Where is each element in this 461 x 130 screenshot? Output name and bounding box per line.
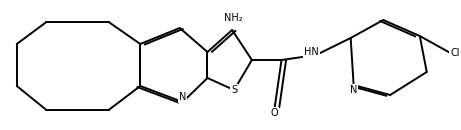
Text: S: S (231, 85, 237, 95)
Text: O: O (271, 108, 278, 118)
Text: Cl: Cl (450, 48, 460, 58)
Text: N: N (179, 92, 186, 102)
Text: N: N (350, 85, 357, 95)
Text: HN: HN (304, 47, 319, 57)
Text: NH₂: NH₂ (224, 13, 243, 23)
